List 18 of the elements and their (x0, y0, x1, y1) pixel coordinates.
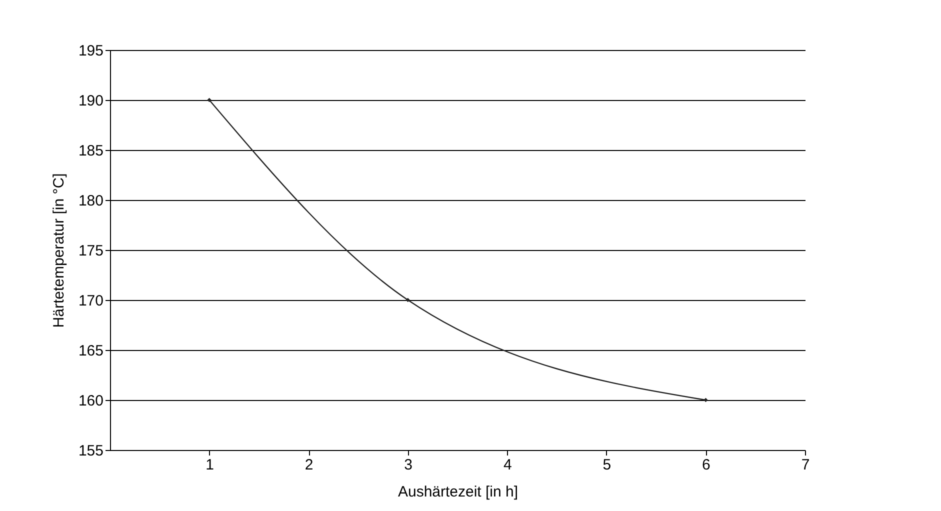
x-tick-label: 7 (801, 456, 810, 474)
y-tick-label: 195 (78, 42, 104, 60)
y-tick-label: 190 (78, 92, 104, 110)
x-tick-label: 5 (602, 456, 612, 474)
y-tick-label: 160 (78, 392, 104, 410)
y-tick-label: 175 (78, 242, 104, 260)
x-tick-label: 2 (304, 456, 314, 474)
y-tick-label: 185 (78, 142, 104, 160)
x-axis-title: Aushärtezeit [in h] (398, 484, 518, 500)
x-tick-label: 1 (206, 456, 214, 474)
y-tick-label: 180 (78, 192, 104, 210)
x-tick-label: 4 (503, 456, 512, 474)
y-tick-label: 155 (78, 442, 104, 460)
y-tick-label: 170 (78, 292, 104, 310)
y-tick-label: 165 (78, 342, 104, 360)
x-tick-label: 3 (404, 456, 413, 474)
x-tick-label: 6 (702, 456, 710, 474)
y-axis-title: Härtetemperatur [in °C] (50, 173, 68, 328)
